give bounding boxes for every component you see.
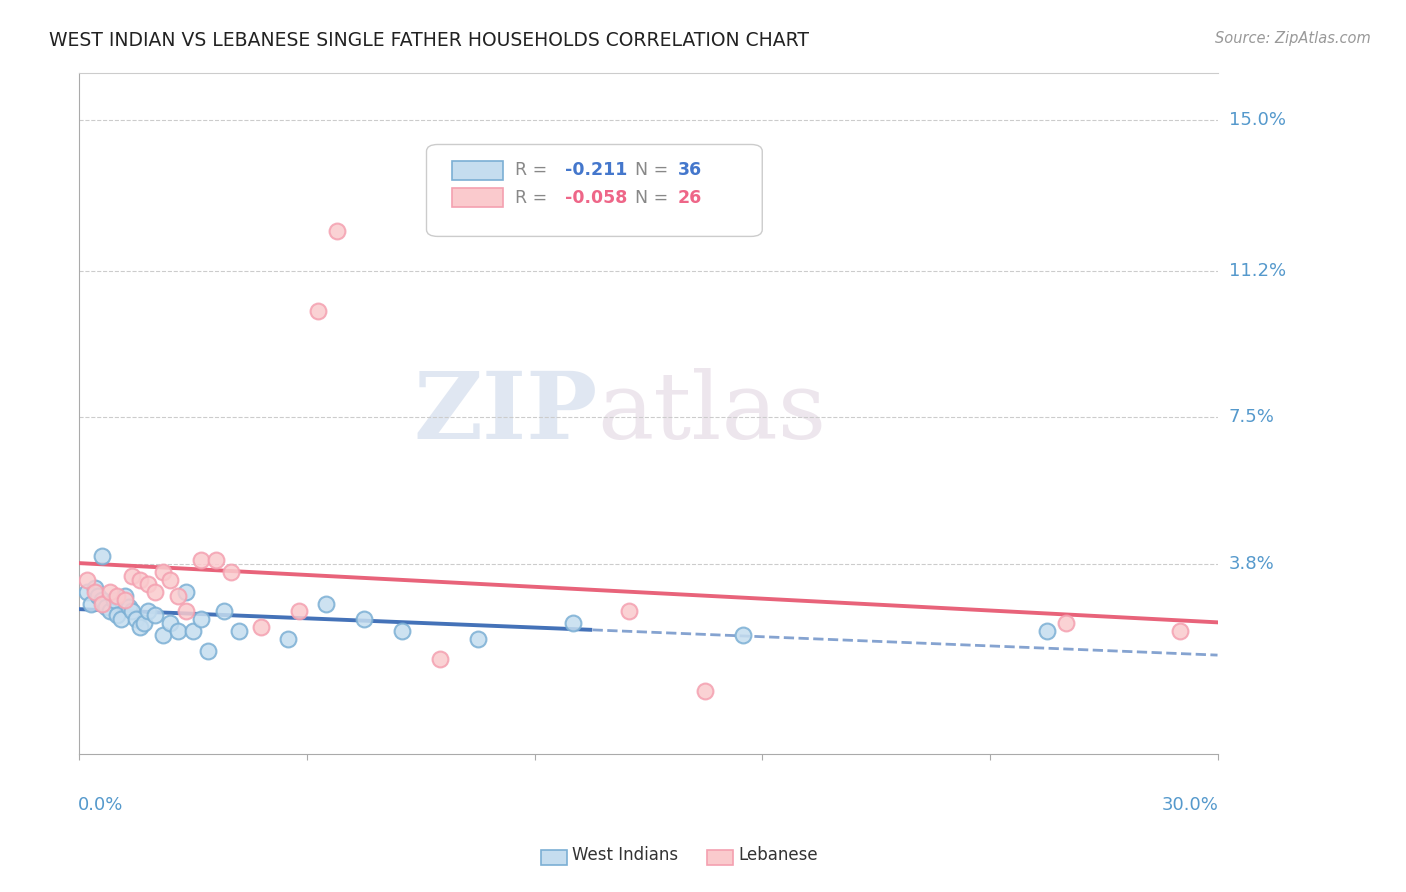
Point — [212, 604, 235, 618]
Point — [105, 608, 128, 623]
Point — [143, 608, 166, 623]
Point — [561, 616, 583, 631]
Point — [118, 600, 141, 615]
Text: 15.0%: 15.0% — [1229, 112, 1286, 129]
Point — [91, 597, 114, 611]
Point — [121, 569, 143, 583]
FancyBboxPatch shape — [451, 161, 503, 180]
Point — [129, 620, 152, 634]
Point — [326, 224, 349, 238]
Point — [174, 584, 197, 599]
Text: Source: ZipAtlas.com: Source: ZipAtlas.com — [1215, 31, 1371, 46]
FancyBboxPatch shape — [451, 188, 503, 207]
Point — [110, 612, 132, 626]
Text: R =: R = — [515, 161, 553, 179]
Point — [167, 624, 190, 639]
Text: 11.2%: 11.2% — [1229, 262, 1286, 280]
Point — [76, 573, 98, 587]
FancyBboxPatch shape — [426, 145, 762, 236]
Point — [132, 616, 155, 631]
Point — [1036, 624, 1059, 639]
Point — [288, 604, 311, 618]
Point — [174, 604, 197, 618]
Point — [129, 573, 152, 587]
Point — [136, 576, 159, 591]
Point — [80, 597, 103, 611]
Text: ZIP: ZIP — [413, 368, 598, 458]
Point — [619, 604, 641, 618]
Text: 30.0%: 30.0% — [1161, 797, 1219, 814]
Point — [467, 632, 489, 647]
Text: 0.0%: 0.0% — [79, 797, 124, 814]
Point — [114, 589, 136, 603]
Point — [307, 303, 329, 318]
Point — [250, 620, 273, 634]
Point — [136, 604, 159, 618]
Text: 26: 26 — [678, 188, 702, 207]
Point — [83, 581, 105, 595]
Point — [733, 628, 755, 642]
Point — [695, 683, 717, 698]
Point — [114, 592, 136, 607]
Point — [353, 612, 375, 626]
Point — [159, 616, 181, 631]
Point — [76, 584, 98, 599]
Point — [94, 600, 117, 615]
Point — [197, 644, 219, 658]
Point — [98, 604, 121, 618]
Text: atlas: atlas — [598, 368, 827, 458]
Text: N =: N = — [634, 188, 673, 207]
Point — [167, 589, 190, 603]
Point — [91, 592, 114, 607]
Text: West Indians: West Indians — [572, 846, 678, 863]
Point — [91, 549, 114, 563]
Point — [277, 632, 299, 647]
Point — [121, 604, 143, 618]
Point — [181, 624, 204, 639]
Text: -0.211: -0.211 — [558, 161, 627, 179]
Point — [1054, 616, 1077, 631]
Text: R =: R = — [515, 188, 553, 207]
Point — [98, 584, 121, 599]
Point — [152, 565, 174, 579]
Text: N =: N = — [634, 161, 673, 179]
Point — [1168, 624, 1191, 639]
Point — [83, 584, 105, 599]
Point — [219, 565, 242, 579]
Point — [143, 584, 166, 599]
Point — [159, 573, 181, 587]
Point — [315, 597, 337, 611]
Point — [152, 628, 174, 642]
Text: 36: 36 — [678, 161, 702, 179]
Text: WEST INDIAN VS LEBANESE SINGLE FATHER HOUSEHOLDS CORRELATION CHART: WEST INDIAN VS LEBANESE SINGLE FATHER HO… — [49, 31, 810, 50]
Point — [190, 612, 212, 626]
Text: 3.8%: 3.8% — [1229, 555, 1275, 573]
Point — [87, 589, 110, 603]
Text: Lebanese: Lebanese — [738, 846, 818, 863]
Point — [105, 589, 128, 603]
Point — [103, 592, 125, 607]
Point — [391, 624, 413, 639]
Point — [429, 652, 451, 666]
Text: 7.5%: 7.5% — [1229, 409, 1275, 426]
Point — [205, 553, 228, 567]
Text: -0.058: -0.058 — [558, 188, 627, 207]
Point — [228, 624, 250, 639]
Point — [190, 553, 212, 567]
Point — [125, 612, 148, 626]
